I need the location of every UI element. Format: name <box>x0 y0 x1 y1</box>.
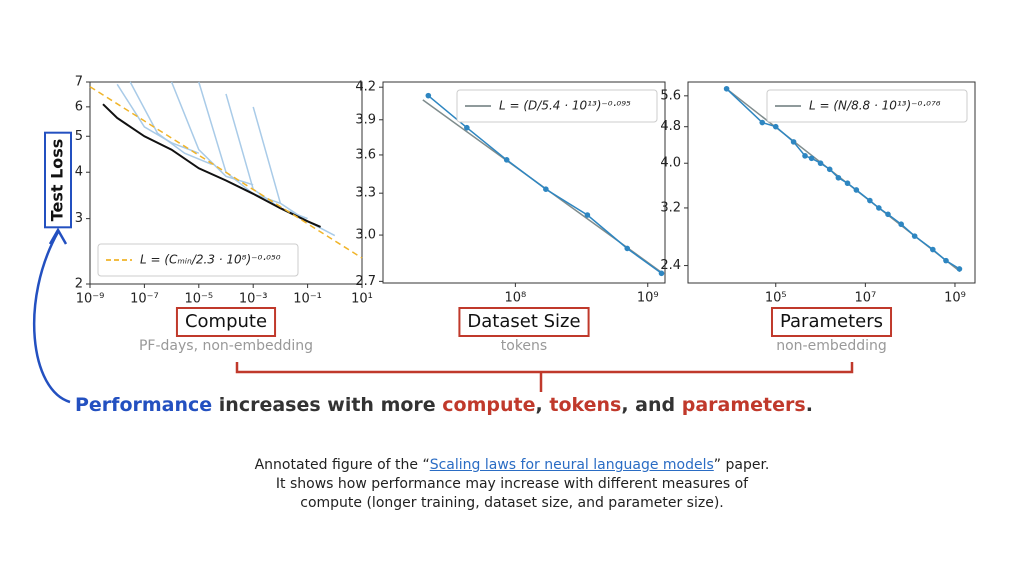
data-point <box>943 257 949 264</box>
caption: Annotated figure of the “Scaling laws fo… <box>252 456 772 513</box>
headline-part: increases with more <box>212 394 442 416</box>
y-tick-label: 3.6 <box>355 147 376 162</box>
data-point <box>808 155 815 162</box>
y-tick-label: 4.0 <box>660 156 681 171</box>
data-point <box>624 245 631 252</box>
legend-label: L = (D/5.4 · 10¹³)⁻⁰·⁰⁹⁵ <box>499 99 631 113</box>
series-line <box>225 93 308 220</box>
data-point <box>772 123 779 130</box>
data-point <box>876 205 882 211</box>
y-tick-label: 3.9 <box>355 112 376 127</box>
y-tick-label: 4 <box>75 165 83 180</box>
y-tick-label: 4.8 <box>660 119 681 134</box>
x-axis-note: non-embedding <box>776 338 887 354</box>
x-tick-label: 10⁻³ <box>239 292 268 307</box>
legend-box <box>766 89 968 123</box>
x-tick-label: 10¹ <box>351 292 373 307</box>
data-point <box>929 246 936 253</box>
data-point <box>543 186 549 193</box>
y-tick-label: 5.6 <box>660 88 681 103</box>
x-label-box <box>458 307 590 337</box>
headline-part: , and <box>621 394 681 416</box>
x-axis-note: tokens <box>501 338 547 354</box>
legend-label: L = (Cₘᵢₙ/2.3 · 10⁸)⁻⁰·⁰⁵⁰ <box>140 253 281 267</box>
y-tick-label: 3.3 <box>355 186 376 201</box>
x-tick-label: 10⁸ <box>504 291 526 306</box>
x-tick-label: 10⁻⁷ <box>130 292 159 307</box>
data-point <box>853 187 860 193</box>
arrow <box>33 231 71 404</box>
x-tick-label: 10⁹ <box>637 291 659 306</box>
data-point <box>898 221 904 228</box>
data-point <box>464 124 470 131</box>
data-point <box>802 153 808 159</box>
series-line <box>116 83 200 154</box>
data-point <box>826 166 833 173</box>
data-point <box>817 160 824 167</box>
y-tick-label: 2 <box>75 277 83 292</box>
data-point <box>503 157 510 163</box>
data-point <box>584 212 591 218</box>
caption-text: ” paper. It shows how performance may in… <box>275 457 770 511</box>
data-point <box>885 211 891 218</box>
legend-box <box>97 243 299 277</box>
arrow-head <box>48 227 68 245</box>
data-point <box>790 139 797 145</box>
data-point <box>835 174 842 181</box>
x-tick-label: 10⁻⁵ <box>184 292 213 307</box>
data-point <box>425 92 432 99</box>
x-axis-note: PF-days, non-embedding <box>139 338 313 354</box>
series-line <box>129 81 213 166</box>
headline-part: . <box>806 394 813 416</box>
x-tick-label: 10⁻¹ <box>293 292 322 307</box>
data-point <box>658 270 665 277</box>
caption-text: Annotated figure of the “ <box>254 457 430 473</box>
headline-part: compute <box>442 394 535 416</box>
y-tick-label: 5 <box>75 129 83 144</box>
legend-label: L = (N/8.8 · 10¹³)⁻⁰·⁰⁷⁶ <box>809 99 941 113</box>
y-label-box <box>44 131 72 229</box>
data-point <box>759 119 766 126</box>
x-label-box <box>175 307 277 337</box>
x-label-box <box>770 307 893 337</box>
bracket <box>235 362 854 392</box>
data-point <box>867 197 873 204</box>
x-axis-label: Dataset Size <box>467 311 580 332</box>
x-tick-label: 10⁷ <box>854 291 876 306</box>
y-tick-label: 3 <box>75 211 83 226</box>
data-point <box>723 85 730 92</box>
y-tick-label: 2.4 <box>660 258 681 273</box>
y-tick-label: 2.7 <box>355 274 376 289</box>
series-line <box>252 106 336 237</box>
headline: Performance increases with more compute,… <box>75 394 813 416</box>
headline-part: , <box>536 394 550 416</box>
x-tick-label: 10⁻⁹ <box>76 292 105 307</box>
x-axis-label: Compute <box>185 311 267 332</box>
headline-part: tokens <box>549 394 621 416</box>
legend-box <box>456 89 658 123</box>
y-tick-label: 3.2 <box>660 200 681 215</box>
headline-part: parameters <box>682 394 806 416</box>
y-axis-label: Test Loss <box>48 139 67 222</box>
y-tick-label: 4.2 <box>355 80 376 95</box>
data-point <box>956 266 963 272</box>
x-axis-label: Parameters <box>780 311 883 332</box>
y-tick-label: 7 <box>75 75 83 90</box>
y-tick-label: 6 <box>75 99 83 114</box>
headline-part: Performance <box>75 394 212 416</box>
caption-link[interactable]: Scaling laws for neural language models <box>429 457 714 473</box>
series-line <box>89 86 363 259</box>
x-tick-label: 10⁵ <box>765 291 787 306</box>
x-tick-label: 10⁹ <box>944 291 966 306</box>
data-point <box>911 233 918 239</box>
y-tick-label: 3.0 <box>355 228 376 243</box>
data-point <box>844 180 851 187</box>
